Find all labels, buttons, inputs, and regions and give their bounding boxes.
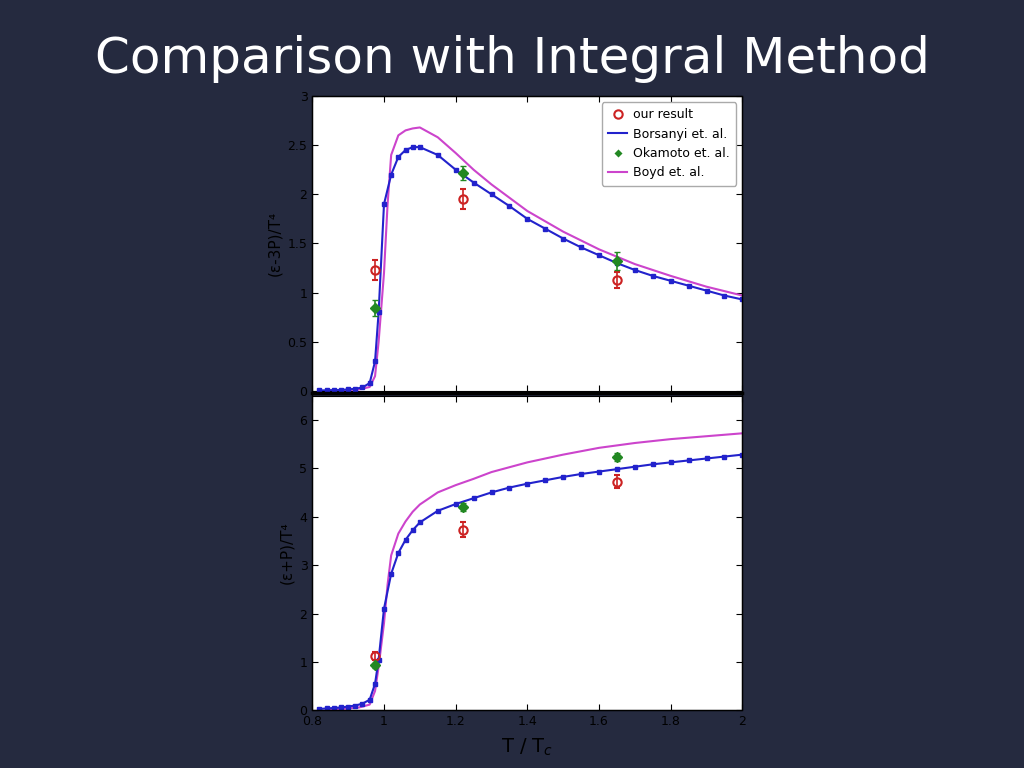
Y-axis label: (ε-3P)/T⁴: (ε-3P)/T⁴	[267, 211, 282, 276]
X-axis label: T / T$_c$: T / T$_c$	[501, 737, 554, 758]
Text: Comparison with Integral Method: Comparison with Integral Method	[94, 35, 930, 83]
Y-axis label: (ε+P)/T⁴: (ε+P)/T⁴	[279, 521, 294, 584]
Legend: our result, Borsanyi et. al., Okamoto et. al., Boyd et. al.: our result, Borsanyi et. al., Okamoto et…	[602, 102, 736, 186]
